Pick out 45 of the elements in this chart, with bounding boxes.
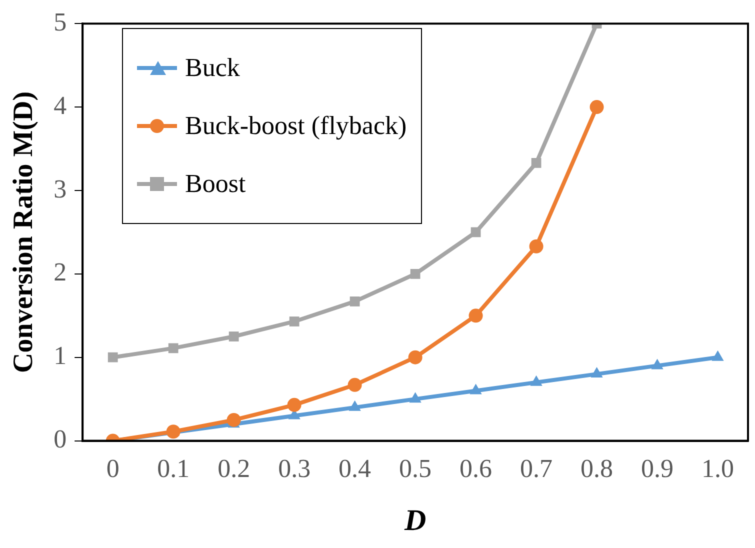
point <box>651 358 664 370</box>
legend-label: Boost <box>185 169 246 199</box>
point <box>530 375 542 386</box>
point <box>287 398 302 412</box>
point <box>289 316 300 326</box>
x-tick-label: 0.8 <box>580 454 614 484</box>
point <box>348 378 362 392</box>
y-tick-label: 4 <box>54 90 67 120</box>
point <box>226 412 241 427</box>
point <box>468 308 483 323</box>
point <box>168 343 178 354</box>
point <box>348 400 361 411</box>
y-tick-label: 0 <box>54 424 67 454</box>
x-tick-label: 1.0 <box>702 454 734 484</box>
x-tick-label: 0.7 <box>520 454 553 484</box>
x-tick-label: 0.2 <box>218 454 250 484</box>
y-tick-label: 3 <box>54 174 67 204</box>
point <box>470 227 481 238</box>
x-tick-label: 0.4 <box>338 454 372 484</box>
y-tick-label: 2 <box>54 258 67 287</box>
x-tick-label: 0.9 <box>641 454 674 484</box>
x-tick-label: 0.6 <box>460 454 492 484</box>
x-tick-label: 0 <box>106 454 120 484</box>
x-tick-label: 0.5 <box>399 454 432 484</box>
point <box>228 332 239 342</box>
x-tick-label: 0.3 <box>278 454 311 484</box>
point <box>470 384 482 394</box>
y-axis-title: Conversion Ratio M(D) <box>8 91 40 373</box>
y-tick-label: 5 <box>54 7 67 36</box>
point <box>590 100 604 114</box>
x-axis-title: D <box>403 504 426 537</box>
point <box>531 158 542 168</box>
point <box>166 424 180 439</box>
point <box>590 367 603 378</box>
y-tick-label: 1 <box>54 341 67 370</box>
point <box>409 392 422 403</box>
point <box>350 296 360 306</box>
point <box>712 350 724 361</box>
legend-label: Buck-boost (flyback) <box>185 111 407 141</box>
x-tick-label: 0.1 <box>157 454 190 484</box>
legend-label: Buck <box>185 53 240 83</box>
point <box>408 350 422 364</box>
point <box>108 352 118 362</box>
point <box>410 268 420 279</box>
point <box>529 239 544 254</box>
